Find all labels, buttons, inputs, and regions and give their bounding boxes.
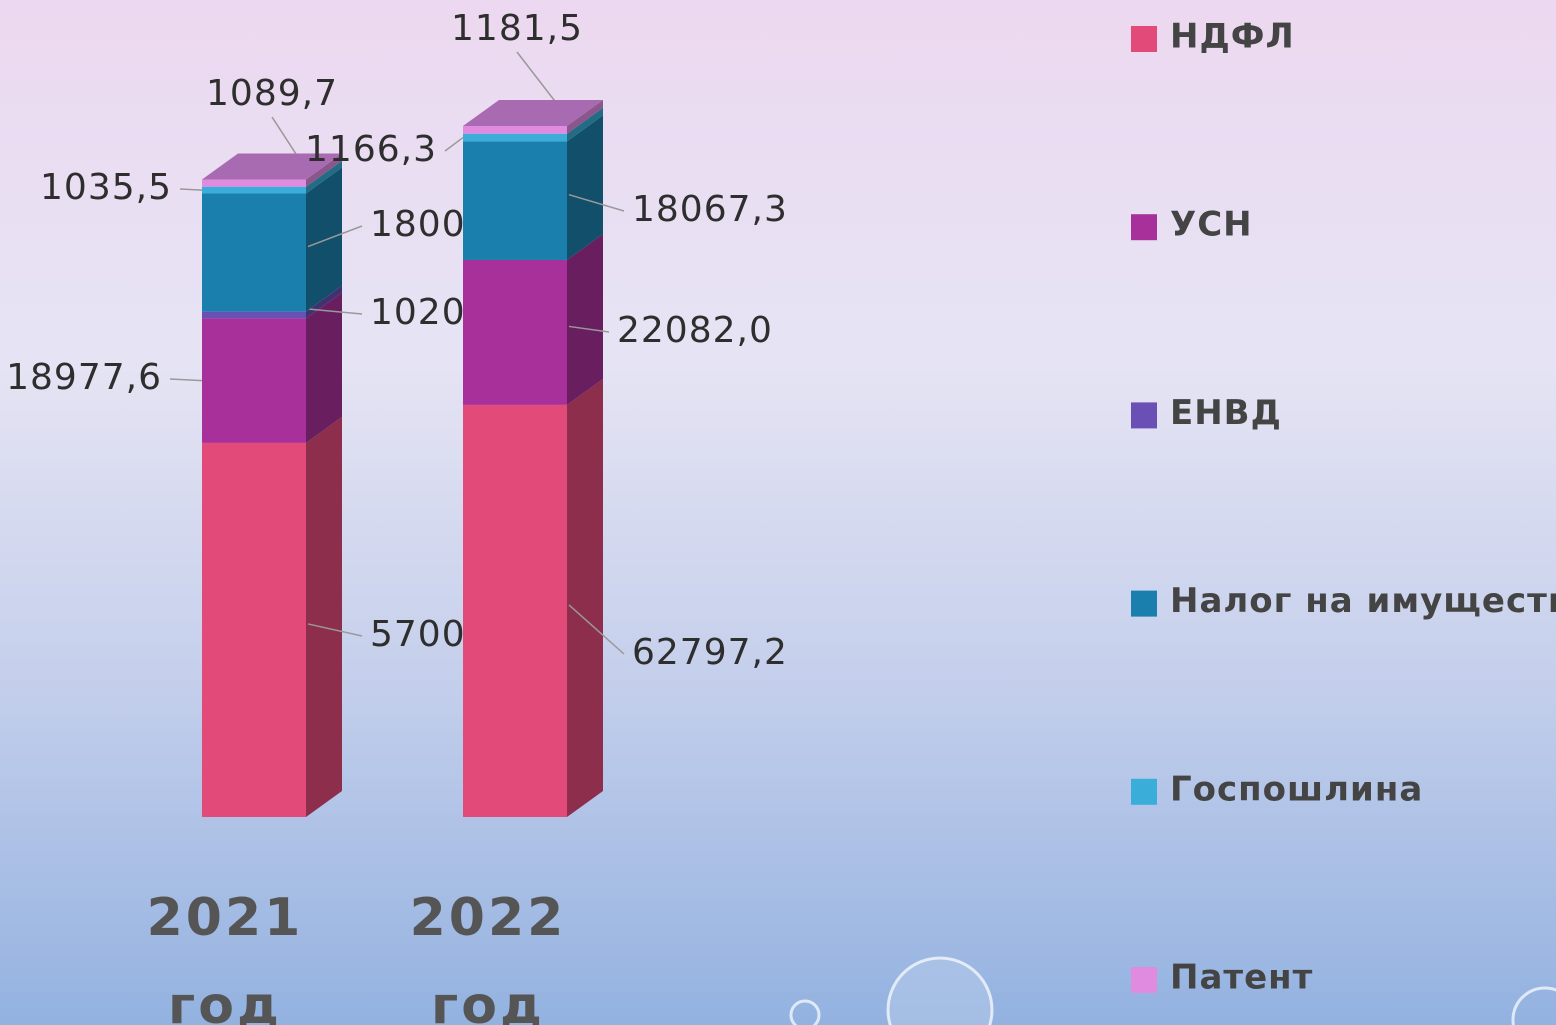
legend-text: ЕНВД [1170,393,1282,433]
bar-front [463,126,567,134]
legend-text: НДФЛ [1170,17,1295,57]
data-label: 1181,5 [451,8,583,49]
bar-front [463,134,567,142]
data-label: 18067,3 [632,189,788,230]
bar-front [202,193,306,311]
bubble-decoration [888,958,992,1025]
slide: 57006,518977,61020,118005,81035,51089,76… [0,0,1556,1025]
legend-swatch [1131,779,1157,805]
leader-line [180,189,202,190]
leader-line [445,138,463,151]
data-label: 1166,3 [305,129,437,170]
legend-swatch [1131,214,1157,240]
data-label: 1035,5 [40,167,172,208]
bubble-decoration [791,1001,819,1025]
chart: 57006,518977,61020,118005,81035,51089,76… [0,0,1556,1025]
data-label: 22082,0 [617,310,773,351]
bar-front [463,141,567,260]
category-label: 2022 год [388,874,588,1025]
data-label: 62797,2 [632,632,788,673]
legend-swatch [1131,402,1157,428]
legend-swatch [1131,967,1157,993]
legend-text: УСН [1170,205,1253,245]
legend-swatch [1131,591,1157,617]
category-label: 2021 год [125,874,325,1025]
bar-front [202,187,306,194]
bar-front [202,443,306,817]
legend-swatch [1131,26,1157,52]
legend-text: Патент [1170,958,1313,998]
bar-side [567,234,603,405]
leader-line [170,379,202,381]
bar-front [463,405,567,817]
bar-side [306,292,342,443]
bar-front [202,312,306,319]
bar-front [463,260,567,405]
bar-side [567,379,603,817]
bubble-decoration [1513,988,1556,1025]
bar-segment [463,379,603,817]
bar-front [202,180,306,187]
data-label: 1089,7 [206,73,338,114]
bar-segment [202,417,342,817]
legend-text: Налог на имущество [1170,581,1556,621]
data-label: 18977,6 [6,357,162,398]
bar-front [202,318,306,443]
legend-text: Госпошлина [1170,769,1423,809]
bar-side [306,417,342,817]
